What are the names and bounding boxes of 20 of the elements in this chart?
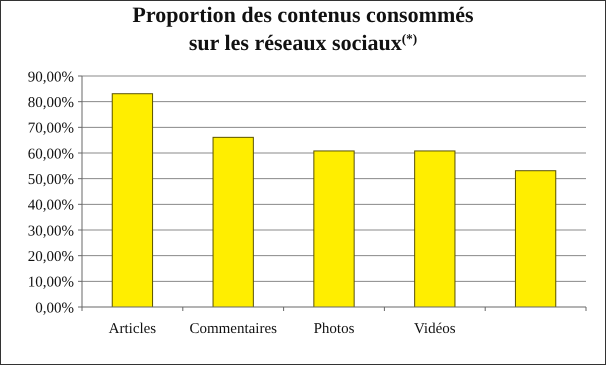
y-tick-label: 60,00% xyxy=(28,146,74,162)
y-tick-label: 40,00% xyxy=(28,198,74,214)
x-tick-label: Articles xyxy=(108,321,156,337)
y-tick-label: 50,00% xyxy=(28,172,74,188)
bar xyxy=(414,150,456,308)
y-tick-label: 20,00% xyxy=(28,248,74,265)
bar xyxy=(212,136,254,308)
x-tick-label: Vidéos xyxy=(414,321,456,337)
x-tick-label: Commentaires xyxy=(189,321,278,337)
bar xyxy=(313,150,355,308)
y-tick-label: 0,00% xyxy=(35,300,74,316)
y-tick-label: 90,00% xyxy=(28,69,74,86)
bar xyxy=(112,93,154,308)
y-tick-label: 10,00% xyxy=(28,274,74,291)
y-tick-label: 80,00% xyxy=(28,94,74,111)
bar xyxy=(514,170,556,308)
x-tick-label: Photos xyxy=(314,321,355,337)
chart-title: Proportion des contenus consommés sur les réseaux sociaux$^{(*)}$ xyxy=(132,2,474,55)
y-tick-label: 70,00% xyxy=(28,120,74,137)
y-tick-label: 30,00% xyxy=(28,223,74,240)
